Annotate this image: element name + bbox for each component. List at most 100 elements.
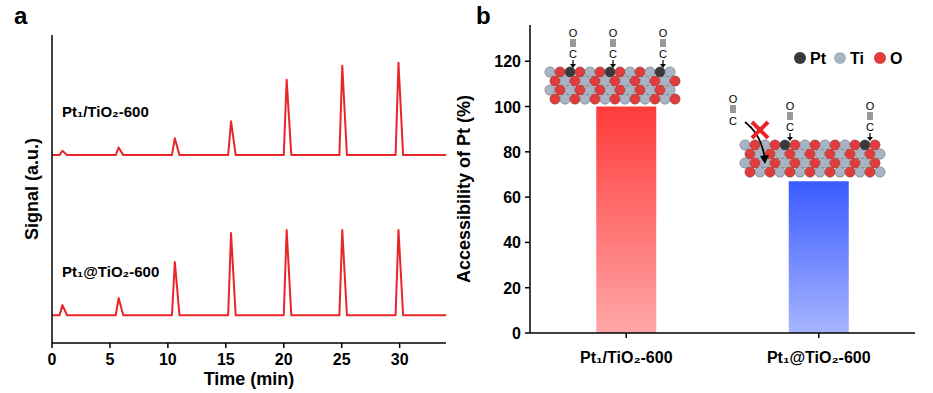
atom-legend-marker <box>874 52 886 64</box>
y-tick-label: 80 <box>503 144 521 161</box>
bond <box>870 112 871 120</box>
atom <box>560 76 570 86</box>
co-molecule: OC <box>569 27 578 68</box>
x-tick-label: 10 <box>159 351 177 368</box>
y-axis <box>529 25 531 333</box>
bond <box>731 105 732 113</box>
atom <box>605 67 615 77</box>
co-molecule: OC <box>659 27 668 68</box>
atom <box>845 149 855 159</box>
y-tick <box>525 242 530 244</box>
adsorbate-label: C <box>786 121 794 133</box>
arrowhead <box>787 137 793 141</box>
atom <box>645 85 655 95</box>
atom <box>875 149 885 159</box>
series-label: Pt₁@TiO₂-600 <box>62 263 159 280</box>
adsorbate-label: C <box>729 115 737 127</box>
y-tick-label: 60 <box>503 189 521 206</box>
atom <box>785 149 795 159</box>
atom <box>595 67 605 77</box>
atom <box>570 94 580 104</box>
atom <box>815 149 825 159</box>
atom <box>840 158 850 168</box>
x-tick <box>167 343 169 348</box>
atom <box>600 76 610 86</box>
atom <box>840 140 850 150</box>
x-tick <box>818 333 820 338</box>
atom <box>595 85 605 95</box>
x-axis-title: Time (min) <box>204 369 295 389</box>
y-axis <box>51 35 53 343</box>
arrowhead <box>610 64 616 68</box>
atom <box>755 167 765 177</box>
plot-a <box>52 63 446 316</box>
atom <box>870 158 880 168</box>
y-axis-title: Accessibility of Pt (%) <box>454 95 474 283</box>
atom <box>850 158 860 168</box>
y-tick <box>525 151 530 153</box>
atom-legend-label: Ti <box>850 50 864 67</box>
atom <box>620 94 630 104</box>
y-tick-label: 0 <box>512 325 521 342</box>
atom <box>850 140 860 150</box>
y-tick <box>525 196 530 198</box>
atom <box>565 85 575 95</box>
bond <box>663 39 664 47</box>
atom <box>785 167 795 177</box>
atom <box>810 140 820 150</box>
x-tick <box>109 343 111 348</box>
atom <box>780 140 790 150</box>
adsorbate-label: C <box>866 121 874 133</box>
x-tick-label: 5 <box>105 351 114 368</box>
atom <box>745 149 755 159</box>
atom-legend-marker <box>794 52 806 64</box>
atom <box>865 149 875 159</box>
atom <box>625 85 635 95</box>
atom <box>585 85 595 95</box>
atom <box>575 85 585 95</box>
x-tick-label: 25 <box>333 351 351 368</box>
atom <box>610 76 620 86</box>
signal-line <box>52 63 446 155</box>
atom <box>845 167 855 177</box>
y-axis-title: Signal (a.u.) <box>22 138 42 240</box>
bar <box>789 181 849 333</box>
slab <box>545 67 680 104</box>
atom <box>655 85 665 95</box>
adsorbate-label: O <box>786 100 795 112</box>
bond <box>575 39 576 47</box>
bond <box>615 39 616 47</box>
y-tick-label: 100 <box>494 99 521 116</box>
cross <box>752 122 768 138</box>
y-tick <box>525 332 530 334</box>
x-tick <box>626 333 628 338</box>
atom <box>555 67 565 77</box>
atom <box>860 140 870 150</box>
panel-label: b <box>476 2 491 29</box>
bond <box>733 105 734 113</box>
atom <box>865 167 875 177</box>
atom <box>630 94 640 104</box>
adsorbate-label: O <box>609 27 618 39</box>
atom <box>830 140 840 150</box>
atom <box>800 140 810 150</box>
x-tick-label: 15 <box>217 351 235 368</box>
atom <box>770 140 780 150</box>
atom <box>660 94 670 104</box>
co-molecule: OC <box>786 100 795 141</box>
atom <box>550 94 560 104</box>
y-tick <box>525 60 530 62</box>
adsorbate-label: C <box>609 48 617 60</box>
co-molecule: OC <box>609 27 618 68</box>
adsorbate-label: O <box>866 100 875 112</box>
atom <box>645 67 655 77</box>
category-label: Pt₁/TiO₂-600 <box>580 349 673 366</box>
bond <box>868 112 869 120</box>
atom-legend-label: O <box>890 50 902 67</box>
atom <box>630 76 640 86</box>
y-tick-label: 20 <box>503 280 521 297</box>
bond <box>661 39 662 47</box>
atom <box>805 167 815 177</box>
co-molecule: OC <box>866 100 875 141</box>
atom <box>820 140 830 150</box>
